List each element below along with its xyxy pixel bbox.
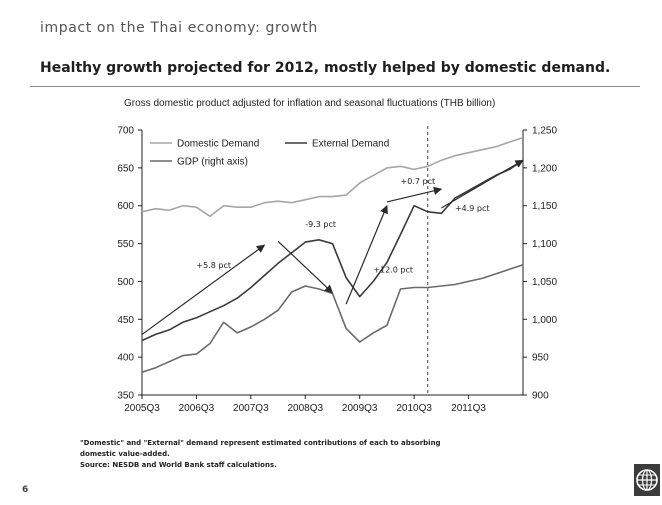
y-right-tick-label: 1,200 <box>532 163 557 174</box>
y-left-tick-label: 600 <box>117 201 134 212</box>
footnote-line-1: "Domestic" and "External" demand represe… <box>80 439 441 447</box>
y-left-tick-label: 550 <box>117 239 134 250</box>
x-tick-label: 2011Q3 <box>451 403 486 414</box>
y-left-tick-label: 350 <box>117 391 134 402</box>
headline-divider <box>30 86 640 87</box>
slide-headline: Healthy growth projected for 2012, mostl… <box>40 60 611 76</box>
trend-annotation: -9.3 pct <box>305 220 336 229</box>
series-external-demand <box>141 159 524 342</box>
y-left-tick-label: 500 <box>117 277 134 288</box>
trend-arrow <box>441 159 524 209</box>
y-left-tick-label: 650 <box>117 163 134 174</box>
trend-arrow <box>141 244 266 335</box>
footnote-source: Source: NESDB and World Bank staff calcu… <box>80 461 277 469</box>
x-tick-label: 2008Q3 <box>287 403 323 414</box>
footnote-line-2: domestic value-added. <box>80 450 170 458</box>
footnote: "Domestic" and "External" demand represe… <box>80 438 530 471</box>
y-right-tick-label: 1,150 <box>532 201 557 212</box>
x-tick-label: 2006Q3 <box>179 403 215 414</box>
trend-arrow <box>277 240 334 294</box>
y-left-tick-label: 700 <box>117 126 134 137</box>
series-gdp <box>141 264 524 374</box>
x-tick-label: 2007Q3 <box>233 403 269 414</box>
trend-annotation: +0.7 pct <box>401 177 436 186</box>
y-right-tick-label: 900 <box>532 391 549 402</box>
trend-arrow <box>345 204 388 305</box>
y-right-tick-label: 1,000 <box>532 315 557 326</box>
page-number: 6 <box>22 485 29 495</box>
trend-annotation: +4.9 pct <box>455 204 490 213</box>
trend-annotation: +12.0 pct <box>373 265 413 274</box>
x-tick-label: 2005Q3 <box>124 403 160 414</box>
chart-subtitle: Gross domestic product adjusted for infl… <box>124 98 496 109</box>
y-right-tick-label: 950 <box>532 353 549 364</box>
y-left-tick-label: 450 <box>117 315 134 326</box>
y-left-tick-label: 400 <box>117 353 134 364</box>
trend-annotation: +5.8 pct <box>196 261 231 270</box>
slide-kicker: impact on the Thai economy: growth <box>40 20 318 36</box>
legend-label: GDP (right axis) <box>177 157 248 168</box>
y-right-tick-label: 1,050 <box>532 277 557 288</box>
world-bank-globe-icon <box>634 464 660 496</box>
trend-arrow <box>386 186 443 203</box>
legend-label: External Demand <box>312 139 389 150</box>
series-domestic-demand <box>141 136 524 218</box>
x-tick-label: 2009Q3 <box>342 403 378 414</box>
x-tick-label: 2010Q3 <box>396 403 432 414</box>
y-right-tick-label: 1,250 <box>532 126 557 137</box>
y-right-tick-label: 1,100 <box>532 239 557 250</box>
legend-label: Domestic Demand <box>177 139 259 150</box>
